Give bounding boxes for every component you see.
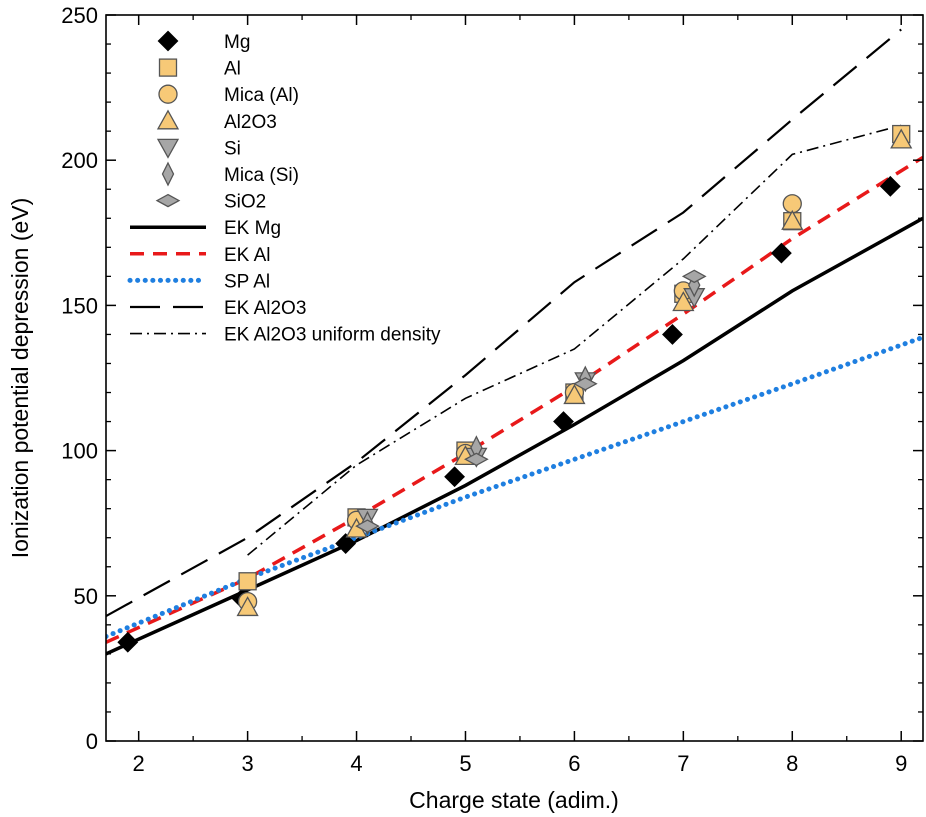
legend-item-ek-al2o3: EK Al2O3	[130, 298, 306, 319]
x-tick-label: 7	[677, 751, 689, 776]
point-al2o3-5	[672, 291, 695, 312]
series-line-ek-al2o3	[106, 28, 902, 618]
y-tick-label: 150	[61, 293, 98, 318]
point-sio2-1	[355, 519, 380, 533]
point-al2o3-6	[781, 209, 804, 230]
legend-item-al: Al	[158, 58, 241, 80]
legend-label: SiO2	[224, 192, 266, 213]
legend-item-ek-mg: EK Mg	[130, 218, 281, 239]
series-line-ek-al2o3-uniform-density	[247, 124, 902, 556]
legend-item-mica-al: Mica (Al)	[158, 84, 299, 106]
point-mg-1	[117, 631, 139, 653]
y-tick-label: 200	[61, 148, 98, 173]
legend-symbol-mg	[157, 30, 179, 52]
legend-item-sp-al: SP Al	[127, 271, 270, 292]
x-tick-label: 4	[350, 751, 362, 776]
point-mg-8	[879, 175, 901, 197]
legend-label: Al2O3	[224, 112, 277, 133]
x-tick-label: 5	[459, 751, 471, 776]
point-sio2-4	[681, 269, 707, 284]
point-sio2-2	[464, 452, 489, 467]
legend-symbol-mica-si	[161, 161, 175, 187]
point-al2o3-7	[890, 128, 913, 149]
legend-label: EK Mg	[224, 218, 281, 239]
legend-item-ek-al: EK Al	[130, 245, 270, 266]
legend-item-al2o3: Al2O3	[156, 109, 277, 133]
legend-label: Al	[224, 59, 241, 80]
legend-symbol-al	[158, 58, 178, 77]
point-sio2-3	[572, 377, 598, 391]
y-tick-label: 0	[86, 729, 98, 754]
legend-item-sio2: SiO2	[155, 192, 266, 213]
plot-frame	[105, 14, 924, 742]
point-al-1	[238, 572, 257, 591]
x-tick-label: 3	[241, 751, 253, 776]
point-mg-4	[444, 466, 466, 488]
series-line-ek-mg	[106, 216, 923, 656]
legend-item-mg: Mg	[157, 30, 250, 53]
y-tick-label: 50	[74, 584, 98, 609]
y-axis-title: Ionization potential depression (eV)	[7, 198, 33, 559]
legend-symbol-sio2	[155, 193, 181, 208]
point-mg-3	[335, 533, 357, 554]
legend-label: EK Al2O3	[224, 298, 306, 319]
series-line-ek-al	[106, 155, 923, 644]
y-tick-label: 250	[61, 3, 98, 28]
point-al2o3-1	[236, 596, 259, 617]
legend-symbol-mica-al	[158, 84, 178, 104]
legend-label: EK Al2O3 uniform density	[224, 325, 441, 346]
legend-label: Mg	[224, 32, 250, 53]
legend-item-si: Si	[156, 138, 241, 159]
x-tick-label: 6	[568, 751, 580, 776]
point-al2o3-4	[563, 384, 586, 405]
point-mg-6	[662, 324, 683, 345]
legend-item-mica-si: Mica (Si)	[161, 161, 299, 187]
y-tick-label: 100	[61, 439, 98, 464]
point-mg-5	[553, 411, 574, 432]
legend-label: EK Al	[224, 245, 270, 266]
legend-symbol-si	[156, 138, 180, 159]
x-tick-label: 8	[786, 751, 798, 776]
legend-label: Mica (Al)	[224, 85, 299, 106]
x-axis-title: Charge state (adim.)	[409, 787, 619, 813]
legend-symbol-al2o3	[156, 109, 180, 130]
x-tick-label: 2	[133, 751, 145, 776]
legend-label: SP Al	[224, 271, 270, 292]
legend-label: Si	[224, 138, 241, 159]
x-tick-label: 9	[895, 751, 907, 776]
point-mg-7	[770, 242, 792, 264]
legend-item-ek-al2o3-uniform-density: EK Al2O3 uniform density	[130, 325, 441, 346]
legend-label: Mica (Si)	[224, 165, 299, 186]
series-line-sp-al	[106, 334, 923, 639]
